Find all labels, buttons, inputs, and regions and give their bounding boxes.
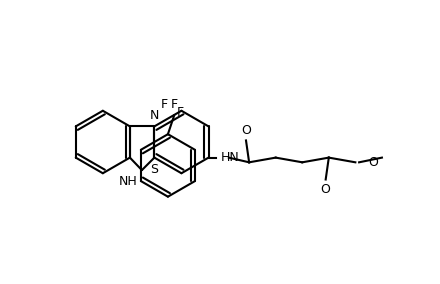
- Text: F: F: [177, 106, 184, 118]
- Text: O: O: [368, 156, 378, 169]
- Text: O: O: [321, 183, 330, 196]
- Text: F: F: [171, 98, 178, 111]
- Text: S: S: [150, 163, 158, 176]
- Text: N: N: [150, 109, 159, 122]
- Text: O: O: [241, 124, 251, 137]
- Text: NH: NH: [118, 175, 137, 188]
- Text: HN: HN: [221, 151, 240, 164]
- Text: F: F: [161, 98, 169, 111]
